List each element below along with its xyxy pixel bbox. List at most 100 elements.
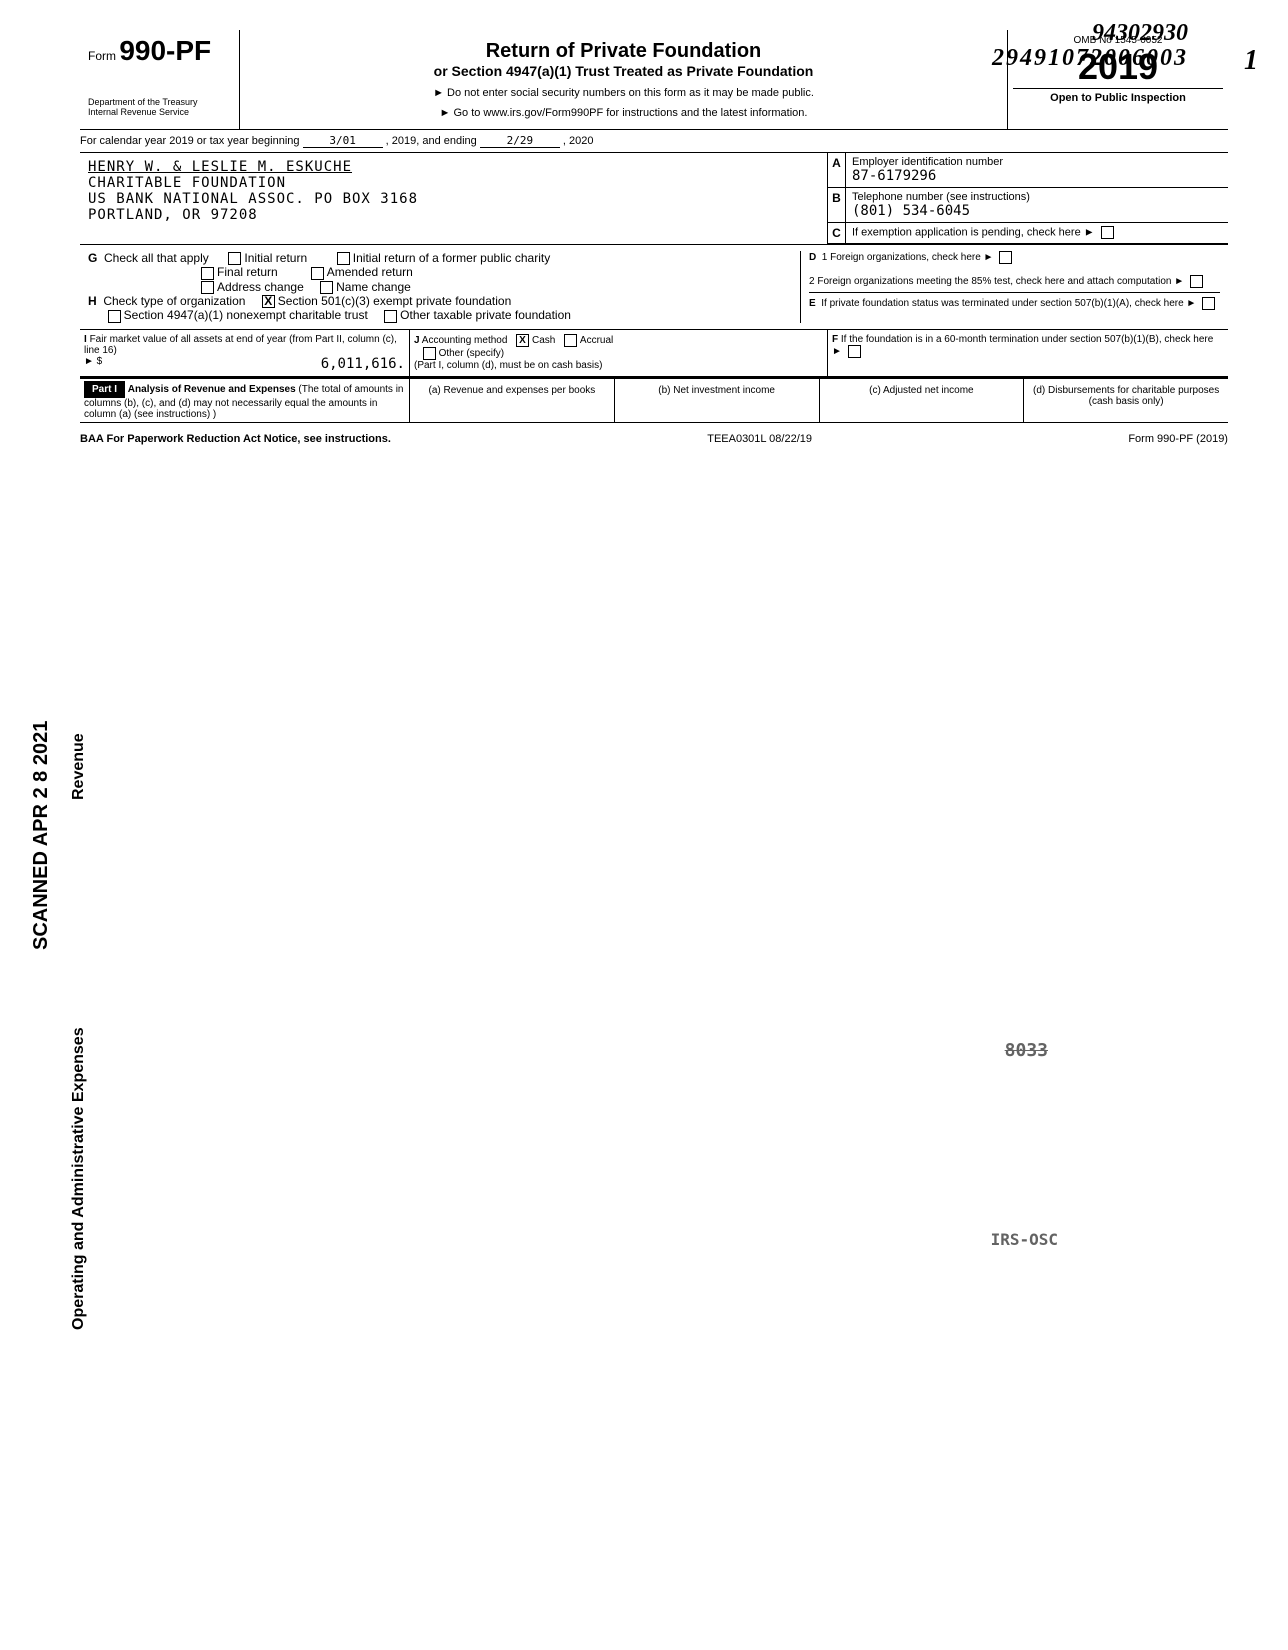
cal-year-prefix: For calendar year 2019 or tax year begin… — [80, 135, 300, 147]
g-opt-4: Amended return — [327, 265, 413, 279]
j-other-cb[interactable] — [423, 347, 436, 360]
box-c-checkbox[interactable] — [1101, 226, 1114, 239]
col-d-head: (d) Disbursements for charitable purpose… — [1024, 379, 1228, 422]
f-text: If the foundation is in a 60-month termi… — [841, 334, 1213, 345]
form-prefix: Form — [88, 49, 116, 63]
g-opt-2: Address change — [217, 280, 304, 294]
check-block-g: G Check all that apply Initial return In… — [80, 245, 1228, 330]
d-text-2: 2 Foreign organizations meeting the 85% … — [809, 276, 1171, 287]
i-value: 6,011,616. — [321, 356, 405, 372]
i-text: Fair market value of all assets at end o… — [84, 334, 397, 356]
g-opt-3: Initial return of a former public charit… — [353, 251, 550, 265]
e-text: If private foundation status was termina… — [821, 298, 1183, 309]
f-cb[interactable] — [848, 345, 861, 358]
j-note: (Part I, column (d), must be on cash bas… — [414, 360, 602, 371]
open-inspection: Open to Public Inspection — [1013, 88, 1223, 104]
g-final-return-cb[interactable] — [201, 267, 214, 280]
h-other-taxable-cb[interactable] — [384, 310, 397, 323]
part1-title: Analysis of Revenue and Expenses — [128, 384, 296, 395]
entity-addr-2: PORTLAND, OR 97208 — [88, 207, 819, 223]
form-subtitle: or Section 4947(a)(1) Trust Treated as P… — [250, 63, 997, 79]
g-label: G — [88, 251, 97, 265]
f-label: F — [832, 330, 838, 345]
h-opt-1: Section 501(c)(3) exempt private foundat… — [278, 294, 511, 308]
box-a-label: A — [828, 153, 846, 187]
entity-block: HENRY W. & LESLIE M. ESKUCHE CHARITABLE … — [80, 153, 1228, 245]
revenue-side-label: Revenue — [70, 733, 88, 800]
j-cash-cb[interactable]: X — [516, 334, 529, 347]
entity-left: HENRY W. & LESLIE M. ESKUCHE CHARITABLE … — [80, 153, 828, 244]
j-accrual: Accrual — [580, 335, 613, 346]
i-prefix: ► $ — [84, 356, 102, 367]
g-amended-cb[interactable] — [311, 267, 324, 280]
stamp-irs-osc: IRS-OSC — [991, 1230, 1058, 1249]
box-c-label: C — [828, 223, 846, 243]
box-a-text: Employer identification number — [852, 156, 1222, 168]
j-other: Other (specify) — [439, 348, 505, 359]
cal-year-row: For calendar year 2019 or tax year begin… — [80, 130, 1228, 153]
scanned-stamp: SCANNED APR 2 8 2021 — [30, 721, 53, 950]
cal-year-end: , 2020 — [563, 135, 594, 147]
stamp-8033: 8033 — [1005, 1040, 1048, 1061]
handwritten-page: 1 — [1244, 45, 1258, 77]
form-title: Return of Private Foundation — [250, 40, 997, 63]
j-text: Accounting method — [422, 335, 508, 346]
j-accrual-cb[interactable] — [564, 334, 577, 347]
col-a-head: (a) Revenue and expenses per books — [410, 379, 615, 422]
h-label: H — [88, 294, 97, 308]
col-b-head: (b) Net investment income — [615, 379, 820, 422]
expenses-side-label: Operating and Administrative Expenses — [70, 1027, 88, 1330]
cal-year-mid: , 2019, and ending — [386, 135, 477, 147]
g-initial-former-cb[interactable] — [337, 252, 350, 265]
g-name-change-cb[interactable] — [320, 281, 333, 294]
box-b-text: Telephone number (see instructions) — [852, 191, 1222, 203]
ein-value: 87-6179296 — [852, 168, 1222, 184]
g-opt-0: Initial return — [244, 251, 307, 265]
footer: BAA For Paperwork Reduction Act Notice, … — [80, 433, 1228, 445]
d-85pct-cb[interactable] — [1190, 275, 1203, 288]
j-label: J — [414, 331, 420, 346]
dept-treasury: Department of the Treasury — [88, 97, 231, 107]
d-foreign-cb[interactable] — [999, 251, 1012, 264]
title-cell: Return of Private Foundation or Section … — [240, 30, 1008, 129]
h-4947-cb[interactable] — [108, 310, 121, 323]
col-c-head: (c) Adjusted net income — [820, 379, 1025, 422]
form-id-cell: Form 990-PF Department of the Treasury I… — [80, 30, 240, 129]
d-label: D — [809, 252, 816, 263]
footer-baa: BAA For Paperwork Reduction Act Notice, … — [80, 433, 391, 445]
h-501c3-cb[interactable]: X — [262, 295, 275, 308]
footer-teea: TEEA0301L 08/22/19 — [707, 433, 812, 445]
entity-addr-1: US BANK NATIONAL ASSOC. PO BOX 3168 — [88, 191, 819, 207]
g-initial-return-cb[interactable] — [228, 252, 241, 265]
e-label: E — [809, 298, 816, 309]
begin-date: 3/01 — [303, 134, 383, 148]
part1-header-row: Part I Analysis of Revenue and Expenses … — [80, 377, 1228, 423]
end-date: 2/29 — [480, 134, 560, 148]
h-text: Check type of organization — [103, 294, 245, 308]
box-b-label: B — [828, 188, 846, 222]
box-c-text: If exemption application is pending, che… — [852, 226, 1095, 238]
handwritten-number-1: 94302930 — [1092, 20, 1188, 47]
h-opt-3: Other taxable private foundation — [400, 308, 571, 322]
g-address-change-cb[interactable] — [201, 281, 214, 294]
g-opt-1: Final return — [217, 265, 278, 279]
phone-value: (801) 534-6045 — [852, 203, 1222, 219]
irs-label: Internal Revenue Service — [88, 107, 231, 117]
part1-label: Part I — [84, 381, 125, 398]
g-text: Check all that apply — [104, 251, 209, 265]
j-cash: Cash — [532, 335, 555, 346]
handwritten-dln: 29491072006003 — [992, 45, 1188, 72]
form-note-2: ► Go to www.irs.gov/Form990PF for instru… — [250, 107, 997, 119]
i-label: I — [84, 330, 87, 345]
e-cb[interactable] — [1202, 297, 1215, 310]
form-note-1: ► Do not enter social security numbers o… — [250, 87, 997, 99]
g-opt-5: Name change — [336, 280, 411, 294]
entity-right: A Employer identification number 87-6179… — [828, 153, 1228, 244]
entity-name-2: CHARITABLE FOUNDATION — [88, 175, 819, 191]
d-text-1: 1 Foreign organizations, check here — [822, 252, 981, 263]
form-number: 990-PF — [119, 35, 211, 66]
footer-form: Form 990-PF (2019) — [1128, 433, 1228, 445]
row-ijf: I Fair market value of all assets at end… — [80, 330, 1228, 377]
entity-name-1: HENRY W. & LESLIE M. ESKUCHE — [88, 159, 819, 175]
h-opt-2: Section 4947(a)(1) nonexempt charitable … — [124, 308, 368, 322]
